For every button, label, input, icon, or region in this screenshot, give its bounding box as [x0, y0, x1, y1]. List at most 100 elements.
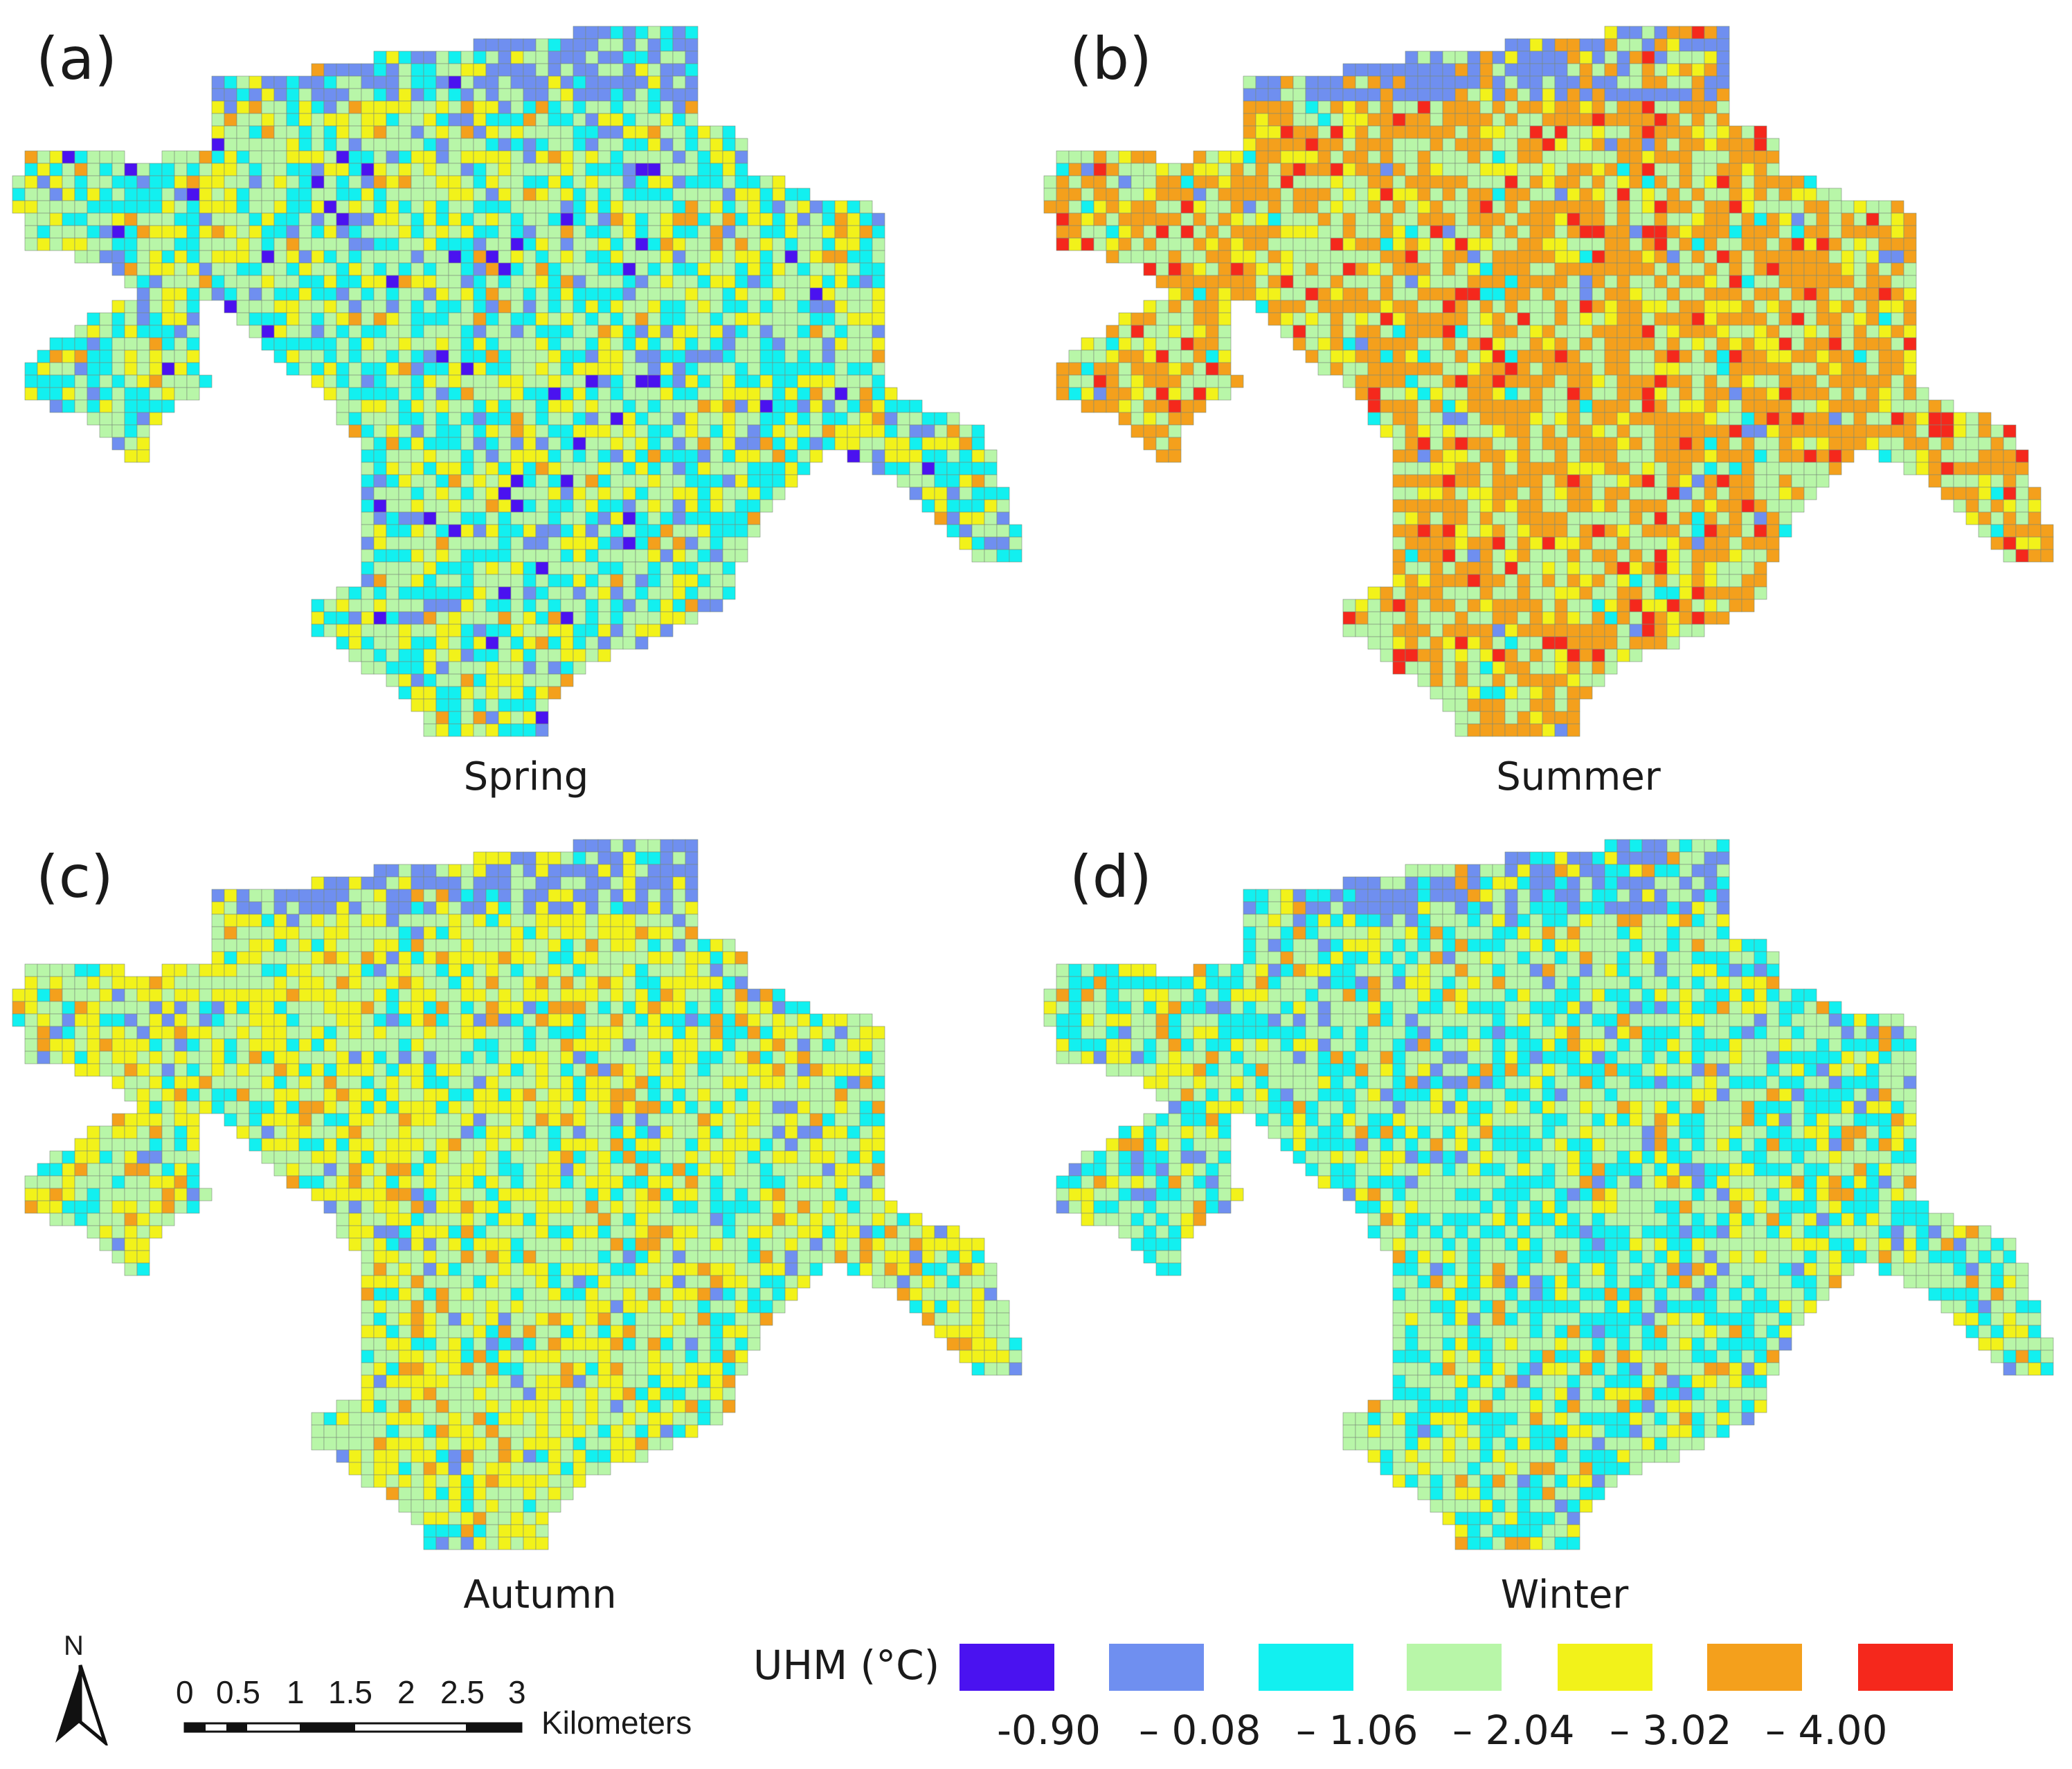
grid-cell — [1454, 337, 1468, 351]
grid-cell — [622, 474, 636, 488]
grid-cell — [759, 474, 773, 488]
grid-cell — [635, 337, 649, 351]
grid-cell — [710, 250, 723, 264]
grid-cell — [1467, 723, 1481, 737]
grid-cell — [1666, 38, 1680, 52]
grid-cell — [261, 225, 275, 239]
grid-cell — [186, 300, 200, 314]
grid-cell — [1953, 462, 1967, 475]
grid-cell — [660, 188, 674, 201]
grid-cell — [348, 88, 362, 102]
grid-cell — [1143, 200, 1157, 214]
grid-cell — [1666, 462, 1680, 475]
grid-cell — [1666, 63, 1680, 77]
grid-cell — [1517, 350, 1531, 363]
grid-cell — [1866, 212, 1880, 226]
grid-cell — [1592, 225, 1605, 239]
grid-cell — [448, 536, 462, 550]
grid-cell — [548, 125, 561, 139]
grid-cell — [386, 225, 399, 239]
grid-cell — [510, 88, 524, 102]
grid-cell — [249, 88, 262, 102]
grid-cell — [735, 524, 748, 538]
grid-cell — [1567, 723, 1580, 737]
grid-cell — [1292, 113, 1306, 127]
grid-cell — [211, 225, 225, 239]
grid-cell — [1280, 312, 1294, 326]
grid-cell — [1442, 424, 1456, 438]
grid-cell — [1604, 175, 1618, 189]
grid-cell — [1430, 561, 1443, 575]
grid-cell — [573, 648, 586, 662]
grid-cell — [1155, 188, 1169, 201]
grid-cell — [834, 287, 848, 301]
grid-cell — [622, 561, 636, 575]
grid-cell — [1442, 75, 1456, 89]
grid-cell — [1604, 100, 1618, 114]
grid-cell — [1542, 636, 1556, 650]
grid-cell — [224, 250, 237, 264]
grid-cell — [1479, 325, 1493, 338]
grid-cell — [1529, 38, 1543, 52]
grid-cell — [411, 487, 424, 500]
grid-cell — [1567, 212, 1580, 226]
grid-cell — [797, 237, 811, 251]
grid-cell — [1355, 88, 1369, 102]
grid-cell — [797, 212, 811, 226]
grid-cell — [510, 350, 524, 363]
grid-cell — [1741, 474, 1755, 488]
grid-cell — [1305, 225, 1319, 239]
grid-cell — [573, 511, 586, 525]
grid-cell — [660, 51, 674, 64]
grid-cell — [735, 412, 748, 426]
grid-cell — [348, 212, 362, 226]
grid-cell — [1454, 661, 1468, 675]
grid-cell — [535, 125, 549, 139]
grid-cell — [1666, 599, 1680, 613]
grid-cell — [2040, 524, 2054, 538]
grid-cell — [124, 175, 138, 189]
grid-cell — [1504, 138, 1518, 152]
grid-cell — [1891, 200, 1904, 214]
grid-cell — [1616, 487, 1630, 500]
grid-cell — [398, 864, 412, 878]
grid-cell — [1891, 437, 1904, 451]
grid-cell — [722, 474, 736, 488]
grid-cell — [1292, 300, 1306, 314]
grid-cell — [735, 374, 748, 388]
grid-cell — [1492, 237, 1506, 251]
grid-cell — [635, 262, 649, 276]
grid-cell — [1529, 511, 1543, 525]
grid-cell — [1579, 374, 1593, 388]
grid-cell — [1467, 462, 1481, 475]
grid-cell — [485, 125, 499, 139]
grid-cell — [722, 262, 736, 276]
grid-cell — [1355, 287, 1369, 301]
grid-cell — [1654, 113, 1668, 127]
grid-cell — [1118, 150, 1132, 164]
grid-cell — [548, 312, 561, 326]
grid-cell — [722, 125, 736, 139]
grid-cell — [1517, 449, 1531, 463]
grid-cell — [1529, 387, 1543, 401]
grid-cell — [1143, 300, 1157, 314]
grid-cell — [1567, 549, 1580, 563]
grid-cell — [1616, 424, 1630, 438]
grid-cell — [735, 200, 748, 214]
grid-cell — [834, 362, 848, 376]
grid-cell — [1517, 636, 1531, 650]
grid-cell — [1517, 337, 1531, 351]
grid-cell — [1118, 237, 1132, 251]
grid-cell — [1355, 262, 1369, 276]
grid-cell — [1405, 237, 1418, 251]
grid-cell — [199, 374, 213, 388]
grid-cell — [523, 350, 537, 363]
grid-cell — [510, 374, 524, 388]
grid-cell — [1417, 462, 1431, 475]
grid-cell — [161, 150, 175, 164]
grid-cell — [1330, 325, 1344, 338]
grid-cell — [1803, 312, 1817, 326]
grid-cell — [1268, 188, 1281, 201]
grid-cell — [660, 536, 674, 550]
grid-cell — [298, 100, 312, 114]
